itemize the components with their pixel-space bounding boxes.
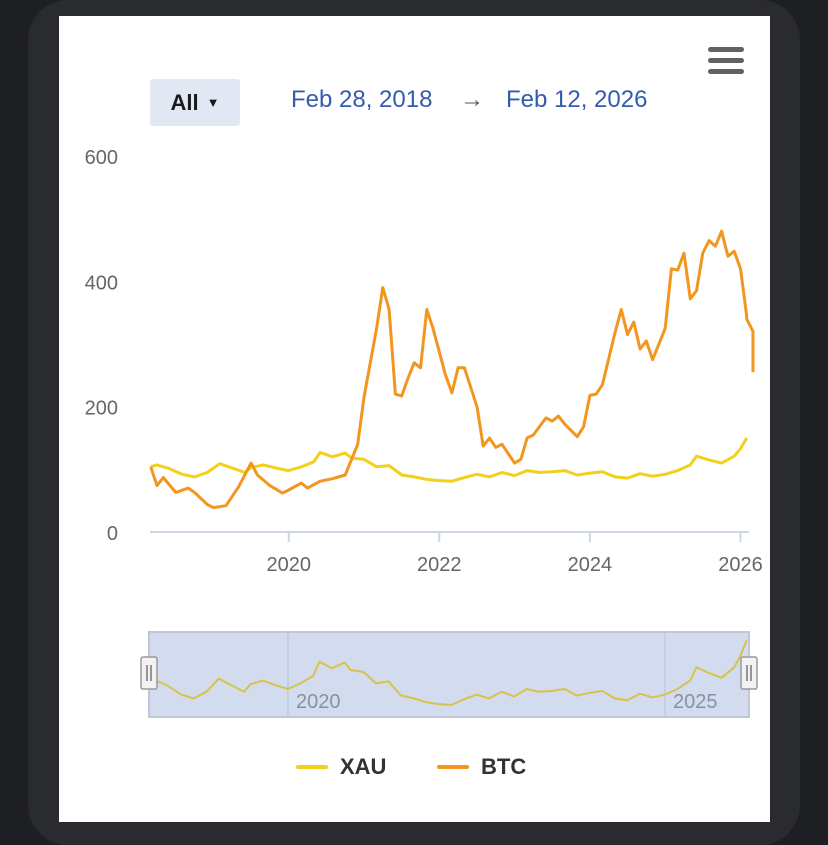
y-tick-label-600: 600 <box>85 147 118 169</box>
y-axis: 0 200 400 600 <box>85 147 118 545</box>
legend-item-btc[interactable]: BTC <box>437 752 526 782</box>
y-tick-label-0: 0 <box>107 523 118 545</box>
x-axis: 2020 2022 2024 2026 <box>150 531 763 576</box>
navigator-mask <box>148 631 750 718</box>
y-tick-label-400: 400 <box>85 272 118 294</box>
legend-swatch-btc <box>437 765 469 769</box>
series-line-btc <box>149 229 755 510</box>
legend-swatch-xau <box>296 765 328 769</box>
navigator-tick-label-2020: 2020 <box>296 691 341 713</box>
legend-label-xau: XAU <box>340 754 387 779</box>
date-to[interactable]: Feb 12, 2026 <box>506 86 648 113</box>
x-tick-label-2022: 2022 <box>417 554 462 576</box>
y-tick-label-200: 200 <box>85 398 118 420</box>
date-from[interactable]: Feb 28, 2018 <box>291 86 433 113</box>
hamburger-menu-icon[interactable] <box>707 45 745 77</box>
plot-area <box>149 229 755 510</box>
legend-label-btc: BTC <box>481 754 527 779</box>
date-arrow: → <box>460 86 484 113</box>
chevron-down-icon: ▼ <box>206 95 220 110</box>
navigator-series-line <box>149 639 748 707</box>
x-tick-label-2026: 2026 <box>718 554 763 576</box>
navigator-handle-left[interactable] <box>140 656 158 690</box>
x-tick-label-2020: 2020 <box>266 554 311 576</box>
x-tick-label-2024: 2024 <box>568 554 613 576</box>
navigator-tick-label-2025: 2025 <box>673 691 718 713</box>
series-line-xau <box>150 437 748 483</box>
range-selector-label: All <box>170 89 199 115</box>
legend-item-xau[interactable]: XAU <box>296 752 386 782</box>
navigator-handle-right[interactable] <box>740 656 758 690</box>
navigator[interactable]: 2020 2025 <box>140 631 758 718</box>
range-selector-button[interactable]: All ▼ <box>150 79 240 126</box>
